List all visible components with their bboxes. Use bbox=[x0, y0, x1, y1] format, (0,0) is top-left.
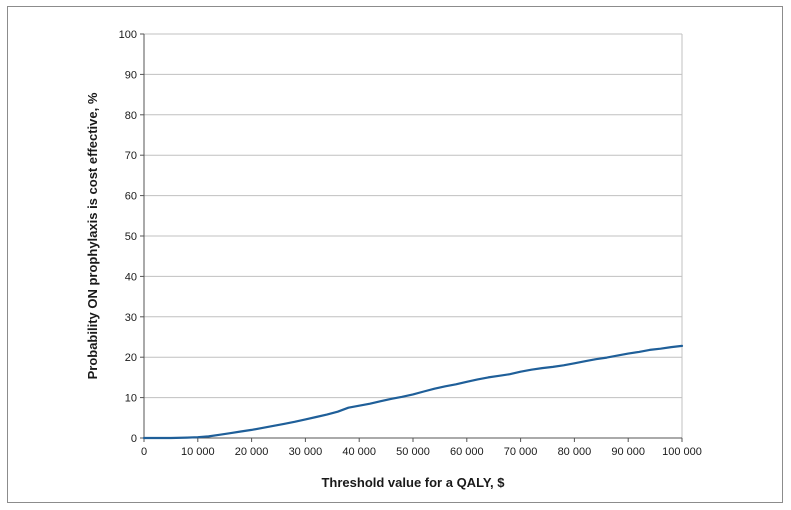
axes bbox=[140, 33, 683, 442]
chart-frame bbox=[7, 6, 783, 503]
y-tick-label: 20 bbox=[125, 352, 137, 364]
y-tick-label: 70 bbox=[125, 150, 137, 162]
x-tick-label: 30 000 bbox=[289, 446, 323, 458]
x-tick-label: 70 000 bbox=[504, 446, 538, 458]
tick-labels: 0 10 20 30 40 50 60 70 80 90 100 0 10 000 20 000 30 00… bbox=[119, 29, 702, 458]
x-tick-label: 10 000 bbox=[181, 446, 215, 458]
y-axis-title: Probability ON prophylaxis is cost effec… bbox=[85, 92, 100, 379]
series-line-0 bbox=[142, 344, 684, 440]
y-tick-label: 100 bbox=[119, 29, 137, 41]
y-tick-label: 40 bbox=[125, 271, 137, 283]
y-tick-label: 90 bbox=[125, 69, 137, 81]
x-tick-label: 40 000 bbox=[342, 446, 376, 458]
x-tick-label: 60 000 bbox=[450, 446, 484, 458]
y-tick-label: 10 bbox=[125, 393, 137, 405]
y-tick-label: 50 bbox=[125, 231, 137, 243]
y-tick-label: 30 bbox=[125, 312, 137, 324]
x-tick-label: 0 bbox=[141, 446, 147, 458]
grid-lines bbox=[144, 33, 682, 399]
x-tick-label: 100 000 bbox=[662, 446, 702, 458]
y-tick-label: 0 bbox=[131, 433, 137, 445]
x-axis-title: Threshold value for a QALY, $ bbox=[321, 475, 505, 490]
x-tick-label: 50 000 bbox=[396, 446, 430, 458]
y-tick-label: 80 bbox=[125, 110, 137, 122]
x-tick-label: 80 000 bbox=[558, 446, 592, 458]
series-layer bbox=[142, 344, 684, 440]
y-tick-label: 60 bbox=[125, 191, 137, 203]
x-tick-label: 90 000 bbox=[611, 446, 645, 458]
x-tick-label: 20 000 bbox=[235, 446, 269, 458]
